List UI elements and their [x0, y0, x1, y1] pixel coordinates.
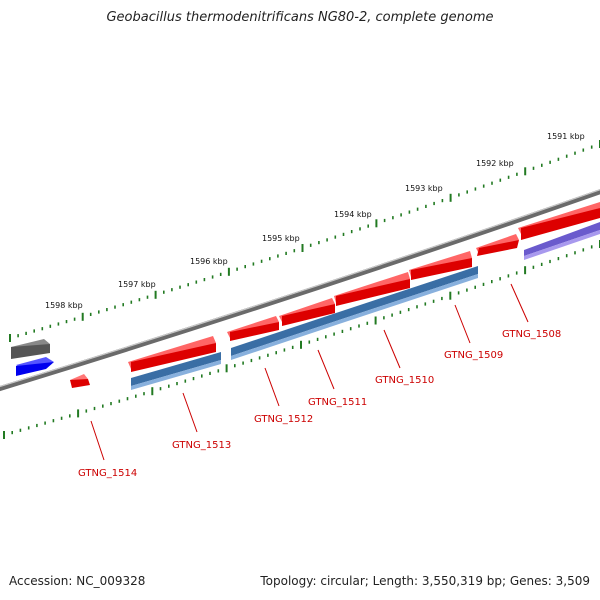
- gene-label-gtng-1511: GTNG_1511: [308, 397, 367, 408]
- kbp-label-1597: 1597 kbp: [118, 280, 156, 289]
- kbp-label-1595: 1595 kbp: [262, 234, 300, 243]
- gene-label-gtng-1514: GTNG_1514: [78, 468, 137, 479]
- gene-label-gtng-1510: GTNG_1510: [375, 375, 434, 386]
- cds-gtng-1514: [70, 374, 90, 388]
- leader-gtng-1511: [317, 349, 335, 390]
- outer-ruler: [9, 140, 600, 342]
- scale-labels: 1591 kbp 1592 kbp 1593 kbp 1594 kbp 1595…: [45, 132, 585, 310]
- leader-gtng-1513: [182, 392, 198, 433]
- leader-gtng-1512: [264, 367, 280, 407]
- inner-ruler: [3, 240, 600, 439]
- kbp-label-1594: 1594 kbp: [334, 210, 372, 219]
- label-leaders: [90, 283, 529, 461]
- leader-gtng-1514: [90, 420, 105, 461]
- gene-label-gtng-1513: GTNG_1513: [172, 440, 231, 451]
- cds-gtng-1512: [227, 316, 279, 341]
- leader-gtng-1508: [510, 283, 529, 323]
- leader-gtng-1510: [383, 329, 401, 369]
- reverse-cds-left: [131, 352, 221, 390]
- gene-label-gtng-1508: GTNG_1508: [502, 329, 561, 340]
- kbp-label-1596: 1596 kbp: [190, 257, 228, 266]
- map-title: Geobacillus thermodenitrificans NG80-2, …: [106, 10, 494, 25]
- gene-labels: GTNG_1508 GTNG_1509 GTNG_1510 GTNG_1511 …: [78, 329, 561, 479]
- reverse-cds-middle: [231, 266, 478, 360]
- accession-label: Accession: NC_009328: [9, 574, 146, 588]
- cds-gtng-1508: [476, 234, 519, 256]
- reverse-cds-group: [131, 222, 600, 390]
- kbp-label-1591: 1591 kbp: [547, 132, 585, 141]
- feature-gray: [11, 339, 50, 359]
- cds-gtng-1510: [334, 272, 410, 306]
- cds-gtng-1509: [409, 251, 472, 280]
- genome-summary: Topology: circular; Length: 3,550,319 bp…: [260, 574, 590, 588]
- kbp-label-1593: 1593 kbp: [405, 184, 443, 193]
- kbp-label-1598: 1598 kbp: [45, 301, 83, 310]
- genome-backbone: [0, 189, 600, 392]
- forward-cds-group: [70, 202, 600, 388]
- reverse-cds-violet: [524, 222, 600, 260]
- leader-gtng-1509: [454, 304, 471, 344]
- genome-backbone-highlight: [0, 189, 600, 388]
- kbp-label-1592: 1592 kbp: [476, 159, 514, 168]
- cds-next: [518, 202, 600, 240]
- cds-gtng-1513: [128, 336, 216, 372]
- feature-blue: [16, 357, 54, 376]
- gene-label-gtng-1509: GTNG_1509: [444, 350, 503, 361]
- cds-gtng-1511: [279, 298, 335, 326]
- gene-label-gtng-1512: GTNG_1512: [254, 414, 313, 425]
